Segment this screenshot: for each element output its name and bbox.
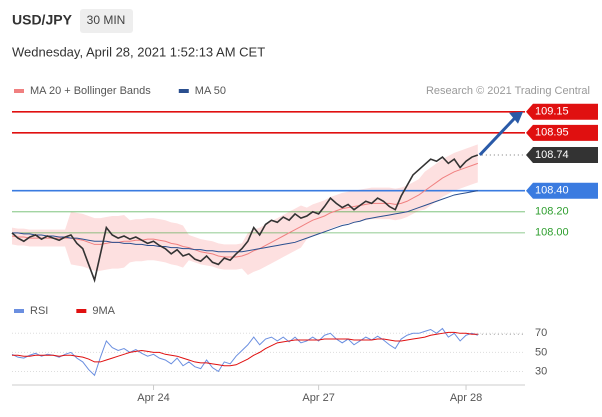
legend-label: RSI — [30, 305, 48, 317]
x-tick-label: Apr 27 — [302, 392, 334, 404]
level-label: 108.20 — [535, 206, 569, 218]
legend-swatch — [178, 89, 189, 93]
level-label: 108.95 — [535, 127, 569, 139]
symbol: USD/JPY — [12, 12, 73, 28]
target-arrowhead — [509, 111, 523, 124]
bollinger-band — [12, 144, 478, 275]
x-tick-label: Apr 24 — [137, 392, 169, 404]
level-label-box — [526, 124, 598, 141]
datetime: Wednesday, April 28, 2021 1:52:13 AM CET — [12, 44, 265, 59]
level-label: 108.74 — [535, 149, 569, 161]
y-tick-label: 70 — [535, 327, 547, 339]
level-label: 108.40 — [535, 185, 569, 197]
credit: Research © 2021 Trading Central — [426, 85, 590, 97]
rsi-ma-line — [12, 331, 478, 367]
level-label: 109.15 — [535, 106, 569, 118]
level-label: 108.00 — [535, 227, 569, 239]
x-tick-label: Apr 28 — [450, 392, 482, 404]
legend-label: 9MA — [92, 305, 115, 317]
y-tick-label: 30 — [535, 365, 547, 377]
ma20-line — [11, 162, 478, 258]
y-tick-label: 50 — [535, 346, 547, 358]
level-label-box — [526, 146, 598, 163]
target-arrow — [478, 116, 517, 156]
price-line — [11, 154, 479, 284]
legend-label: MA 50 — [195, 85, 226, 97]
legend-swatch — [14, 309, 24, 313]
interval-box[interactable] — [80, 9, 133, 33]
level-label-box — [526, 182, 598, 199]
legend-swatch — [14, 89, 24, 93]
level-label-box — [526, 103, 598, 120]
ma50-line — [12, 190, 478, 253]
interval[interactable]: 30 MIN — [87, 13, 126, 27]
legend-label: MA 20 + Bollinger Bands — [30, 85, 151, 97]
legend-swatch — [76, 309, 87, 313]
